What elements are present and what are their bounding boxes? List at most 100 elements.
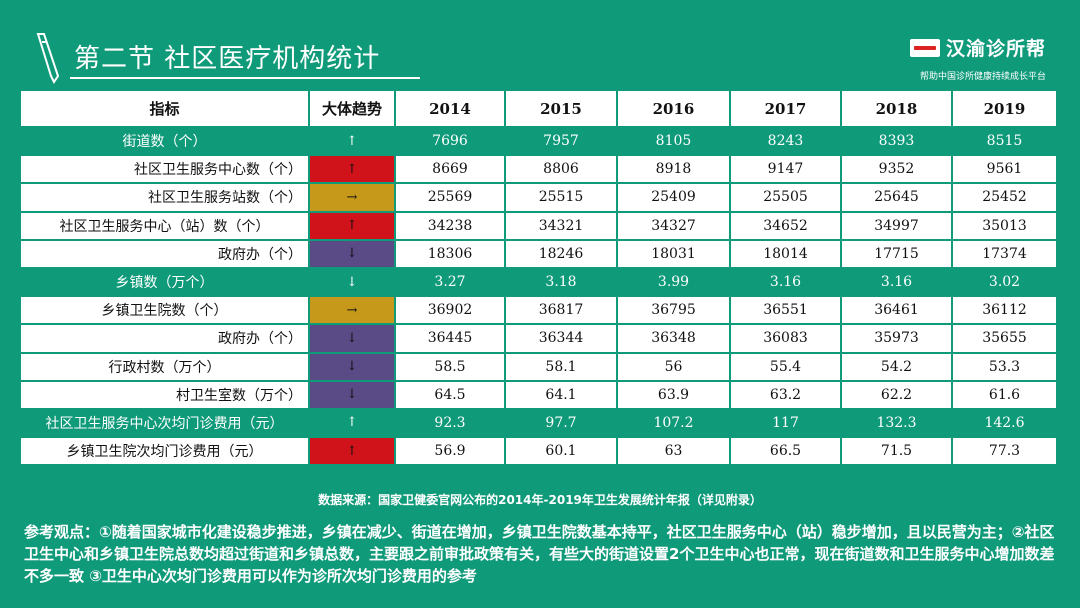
- table-row: 乡镇数（万个） ↓ 3.27 3.18 3.99 3.16 3.16 3.02: [21, 267, 1058, 298]
- table-cell: 8806: [505, 155, 618, 185]
- trend-arrow-icon: ↓: [309, 239, 396, 269]
- column-header: 2014: [395, 91, 506, 128]
- indicator-label: 社区卫生服务站数（个）: [21, 183, 310, 213]
- table-cell: 25409: [617, 183, 731, 213]
- column-header: 2018: [841, 91, 953, 128]
- table-cell: 25505: [730, 183, 842, 213]
- indicator-label: 政府办（个）: [21, 239, 310, 269]
- table-cell: 34238: [395, 211, 506, 241]
- indicator-label: 政府办（个）: [21, 324, 310, 354]
- page-title: 第二节 社区医疗机构统计: [74, 44, 381, 74]
- table-cell: 117: [730, 408, 842, 439]
- table-cell: 25452: [952, 183, 1058, 213]
- indicator-label: 村卫生室数（万个）: [21, 380, 310, 410]
- table-cell: 18306: [395, 239, 506, 269]
- indicator-label: 社区卫生服务中心（站）数（个）: [21, 211, 310, 241]
- table-cell: 3.02: [952, 267, 1058, 298]
- trend-arrow-icon: →: [309, 183, 396, 213]
- table-cell: 56.9: [395, 437, 506, 467]
- trend-arrow-icon: ↓: [309, 352, 396, 382]
- table-cell: 63.2: [730, 380, 842, 410]
- table-cell: 34327: [617, 211, 731, 241]
- indicator-label: 乡镇卫生院次均门诊费用（元）: [21, 437, 310, 467]
- indicator-label: 街道数（个）: [21, 127, 310, 157]
- brand-slogan: 帮助中国诊所健康持续成长平台: [919, 72, 1046, 82]
- trend-arrow-icon: ↑: [309, 211, 396, 241]
- table-cell: 36348: [617, 324, 731, 354]
- table-row: 乡镇卫生院次均门诊费用（元） ↑ 56.9 60.1 63 66.5 71.5 77.3: [21, 437, 1058, 467]
- trend-arrow-icon: ↓: [309, 324, 396, 354]
- table-cell: 63: [617, 437, 731, 467]
- table-cell: 58.1: [505, 352, 618, 382]
- table-cell: 8243: [730, 127, 842, 157]
- table-cell: 61.6: [952, 380, 1058, 410]
- data-source: 数据来源：国家卫健委官网公布的2014年-2019年卫生发展统计年报（详见附录）: [318, 493, 762, 507]
- table-cell: 3.16: [841, 267, 953, 298]
- table-cell: 9352: [841, 155, 953, 185]
- table-row: 乡镇卫生院数（个） → 36902 36817 36795 36551 36461 36112: [21, 296, 1058, 326]
- column-header: 2019: [952, 91, 1058, 128]
- table-cell: 9147: [730, 155, 842, 185]
- indicator-label: 社区卫生服务中心数（个）: [21, 155, 310, 185]
- table-cell: 142.6: [952, 408, 1058, 439]
- table-cell: 25515: [505, 183, 618, 213]
- column-header: 2015: [505, 91, 618, 128]
- table-cell: 36445: [395, 324, 506, 354]
- table-cell: 36344: [505, 324, 618, 354]
- table-cell: 64.1: [505, 380, 618, 410]
- page-header: 第二节 社区医疗机构统计 汉渝诊所帮 帮助中国诊所健康持续成长平台: [0, 0, 1080, 88]
- table-cell: 36083: [730, 324, 842, 354]
- table-cell: 54.2: [841, 352, 953, 382]
- table-row: 政府办（个） ↓ 18306 18246 18031 18014 17715 17374: [21, 239, 1058, 269]
- table-cell: 63.9: [617, 380, 731, 410]
- table-row: 社区卫生服务中心数（个） ↑ 8669 8806 8918 9147 9352 9561: [21, 155, 1058, 185]
- table-cell: 58.5: [395, 352, 506, 382]
- indicator-label: 乡镇卫生院数（个）: [21, 296, 310, 326]
- table-cell: 92.3: [395, 408, 506, 439]
- table-cell: 17715: [841, 239, 953, 269]
- table-cell: 36551: [730, 296, 842, 326]
- table-cell: 36461: [841, 296, 953, 326]
- table-cell: 8515: [952, 127, 1058, 157]
- table-cell: 77.3: [952, 437, 1058, 467]
- table-cell: 132.3: [841, 408, 953, 439]
- table-cell: 8669: [395, 155, 506, 185]
- table-cell: 3.18: [505, 267, 618, 298]
- table-cell: 34652: [730, 211, 842, 241]
- trend-arrow-icon: ↓: [309, 267, 396, 298]
- indicator-label: 行政村数（万个）: [21, 352, 310, 382]
- statistics-table: 指标 大体趋势 2014 2015 2016 2017 2018 2019 街道数（个） ↑ 76…: [21, 91, 1058, 467]
- brand-name: 汉渝诊所帮: [945, 38, 1046, 60]
- table-cell: 18246: [505, 239, 618, 269]
- table-cell: 71.5: [841, 437, 953, 467]
- title-underline: [70, 77, 420, 79]
- table-cell: 3.27: [395, 267, 506, 298]
- table-header-row: 指标 大体趋势 2014 2015 2016 2017 2018 2019: [21, 91, 1058, 128]
- table-cell: 55.4: [730, 352, 842, 382]
- table-cell: 3.16: [730, 267, 842, 298]
- indicator-label: 乡镇数（万个）: [21, 267, 310, 298]
- indicator-label: 社区卫生服务中心次均门诊费用（元）: [21, 408, 310, 439]
- column-header: 2017: [730, 91, 842, 128]
- trend-arrow-icon: ↑: [309, 155, 396, 185]
- table-cell: 34997: [841, 211, 953, 241]
- table-cell: 34321: [505, 211, 618, 241]
- brand-logo-icon: [909, 38, 940, 57]
- table-cell: 56: [617, 352, 731, 382]
- trend-arrow-icon: ↑: [309, 408, 396, 439]
- table-cell: 60.1: [505, 437, 618, 467]
- table-cell: 17374: [952, 239, 1058, 269]
- reference-notes: 参考观点：①随着国家城市化建设稳步推进，乡镇在减少、街道在增加，乡镇卫生院数基本…: [24, 523, 1055, 585]
- table-cell: 35655: [952, 324, 1058, 354]
- table-cell: 7957: [505, 127, 618, 157]
- table-row: 街道数（个） ↑ 7696 7957 8105 8243 8393 8515: [21, 127, 1058, 157]
- table-row: 社区卫生服务中心次均门诊费用（元） ↑ 92.3 97.7 107.2 117 132.3 1…: [21, 408, 1058, 439]
- table-cell: 7696: [395, 127, 506, 157]
- table-cell: 53.3: [952, 352, 1058, 382]
- table-cell: 36112: [952, 296, 1058, 326]
- table-row: 村卫生室数（万个） ↓ 64.5 64.1 63.9 63.2 62.2 61.6: [21, 380, 1058, 410]
- column-header: 大体趋势: [309, 91, 396, 128]
- column-header: 2016: [617, 91, 731, 128]
- brand: 汉渝诊所帮 帮助中国诊所健康持续成长平台: [886, 34, 1046, 82]
- table-cell: 66.5: [730, 437, 842, 467]
